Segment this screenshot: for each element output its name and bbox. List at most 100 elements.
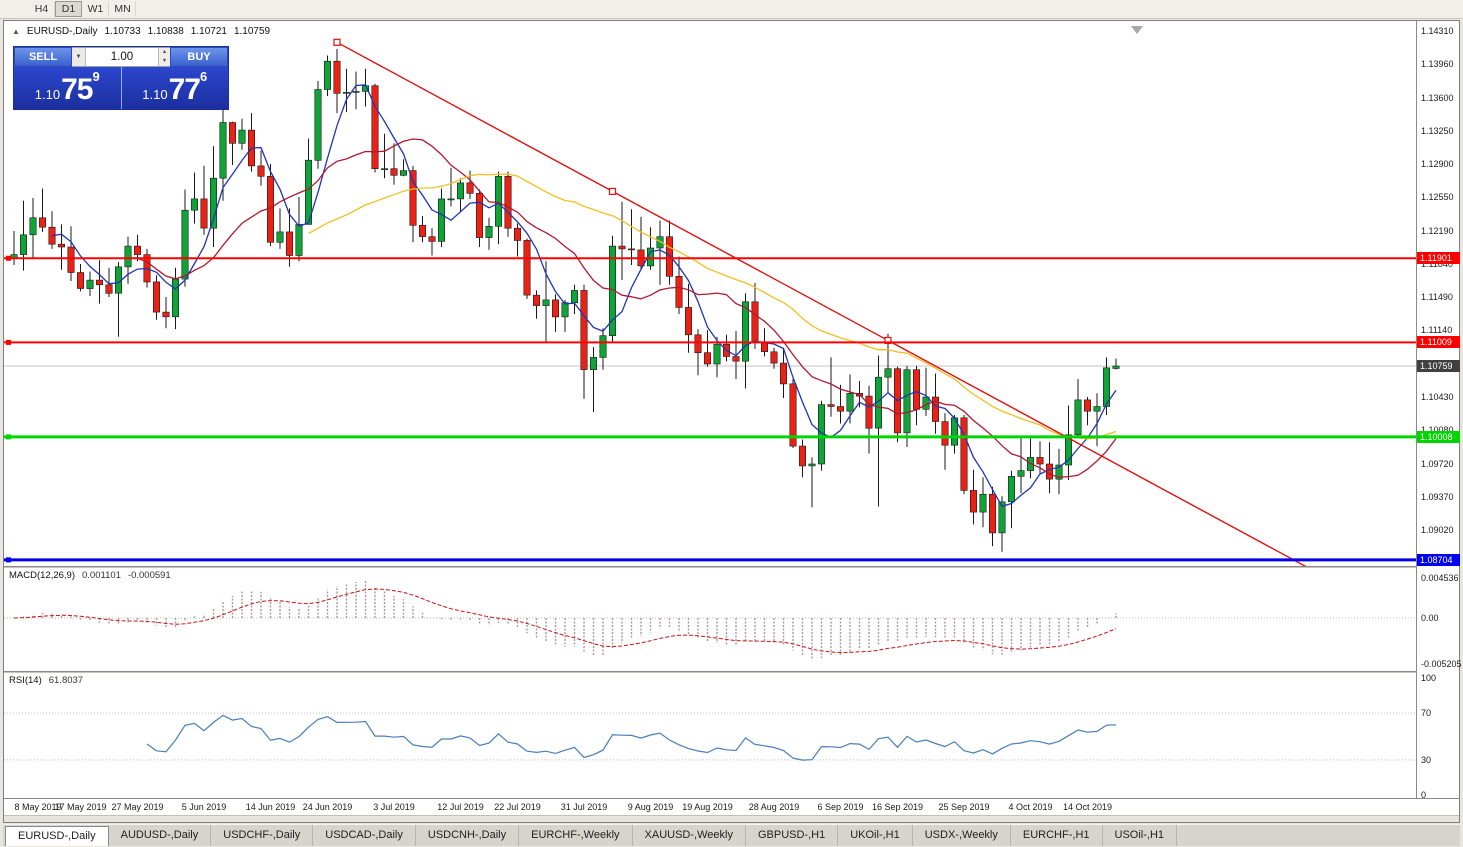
chart-tabs-bar: EURUSD-,Daily AUDUSD-,Daily USDCHF-,Daily U… bbox=[3, 824, 1460, 846]
rsi-axis-label: 30 bbox=[1421, 754, 1432, 765]
chart-tab-usdcnh-daily[interactable]: USDCNH-,Daily bbox=[416, 825, 520, 846]
buy-price-display[interactable]: 1.10 77 6 bbox=[122, 67, 229, 109]
rsi-line bbox=[146, 714, 1117, 761]
ohlc-high: 1.10838 bbox=[147, 26, 184, 37]
ma-mid-line bbox=[128, 138, 1117, 479]
macd-indicator-chart[interactable] bbox=[4, 568, 1416, 671]
macd-axis-label: 0.00 bbox=[1421, 613, 1439, 623]
chart-tab-xauusd-weekly[interactable]: XAUUSD-,Weekly bbox=[633, 825, 746, 846]
price-line-label: 1.11901 bbox=[1417, 252, 1460, 265]
sell-price-point: 9 bbox=[92, 69, 100, 84]
macd-name: MACD(12,26,9) bbox=[9, 570, 75, 581]
time-axis-label: 5 Jun 2019 bbox=[181, 802, 227, 812]
panel-splitter[interactable] bbox=[4, 566, 1459, 568]
time-axis-label: 19 Aug 2019 bbox=[682, 802, 733, 812]
rsi-axis-label: 70 bbox=[1421, 708, 1432, 719]
price-line-label: 1.10008 bbox=[1417, 430, 1460, 443]
current-price-label: 1.10759 bbox=[1417, 360, 1460, 372]
chart-tab-eurchf-weekly[interactable]: EURCHF-,Weekly bbox=[519, 825, 633, 846]
chart-tab-usdchf-daily[interactable]: USDCHF-,Daily bbox=[211, 825, 314, 846]
price-axis-label: 1.12900 bbox=[1421, 159, 1454, 170]
buy-price-figure: 1.10 bbox=[142, 87, 168, 102]
ohlc-low: 1.10721 bbox=[190, 26, 227, 37]
price-axis[interactable]: 1.14310 1.13960 1.13600 1.13250 1.12900 1.125… bbox=[1416, 21, 1462, 800]
price-axis-label: 1.09720 bbox=[1421, 459, 1454, 470]
trendline bbox=[336, 41, 1307, 566]
time-axis[interactable]: 8 May 2019 17 May 2019 27 May 2019 5 Jun 20… bbox=[4, 798, 1459, 815]
rsi-name: RSI(14) bbox=[9, 675, 42, 686]
buy-button[interactable]: BUY bbox=[170, 47, 228, 67]
timeframe-h4-button[interactable]: H4 bbox=[28, 1, 55, 17]
chart-scroll-strip[interactable] bbox=[4, 815, 1459, 822]
one-click-toggle-icon[interactable]: ▲ bbox=[12, 27, 20, 36]
time-axis-label: 4 Oct 2019 bbox=[1008, 802, 1053, 812]
sell-price-display[interactable]: 1.10 75 9 bbox=[14, 67, 122, 109]
chart-tab-audusd-daily[interactable]: AUDUSD-,Daily bbox=[109, 825, 212, 846]
macd-axis-label: -0.005205 bbox=[1421, 659, 1462, 669]
volume-spinner[interactable]: ▲ ▼ bbox=[158, 48, 170, 66]
trendline-handle bbox=[884, 336, 892, 345]
candles bbox=[10, 48, 1120, 552]
price-chart[interactable] bbox=[4, 21, 1416, 566]
time-axis-label: 14 Jun 2019 bbox=[245, 802, 296, 812]
volume-dropdown-icon[interactable]: ▼ bbox=[72, 48, 86, 66]
chart-tab-usdx-weekly[interactable]: USDX-,Weekly bbox=[913, 825, 1011, 846]
rsi-indicator-chart[interactable] bbox=[4, 673, 1416, 798]
price-axis-label: 1.09020 bbox=[1421, 525, 1454, 536]
time-axis-label: 24 Jun 2019 bbox=[302, 802, 353, 812]
chart-tab-usoil-h1[interactable]: USOil-,H1 bbox=[1103, 825, 1178, 846]
macd-header: MACD(12,26,9) 0.001101 -0.000591 bbox=[9, 570, 171, 581]
ohlc-close: 1.10759 bbox=[233, 26, 271, 37]
line-handle bbox=[6, 557, 11, 563]
ma-slow-line bbox=[308, 173, 1117, 440]
time-axis-label: 31 Jul 2019 bbox=[560, 802, 608, 812]
spin-down-icon[interactable]: ▼ bbox=[159, 57, 170, 66]
price-line-label: 1.08704 bbox=[1417, 553, 1460, 566]
price-axis-label: 1.11140 bbox=[1421, 325, 1453, 336]
price-axis-label: 1.10430 bbox=[1421, 392, 1454, 403]
chart-tab-eurusd-daily[interactable]: EURUSD-,Daily bbox=[5, 826, 109, 846]
time-axis-label: 3 Jul 2019 bbox=[373, 802, 415, 812]
price-axis-label: 1.13960 bbox=[1421, 59, 1454, 70]
chart-window: 8 May 2019 17 May 2019 27 May 2019 5 Jun 20… bbox=[3, 20, 1462, 823]
line-handle bbox=[6, 339, 11, 345]
time-axis-label: 9 Aug 2019 bbox=[627, 802, 674, 812]
chart-tab-eurchf-h1[interactable]: EURCHF-,H1 bbox=[1011, 825, 1103, 846]
price-axis-label: 1.12550 bbox=[1421, 192, 1454, 203]
time-axis-label: 28 Aug 2019 bbox=[748, 802, 800, 812]
ohlc-open: 1.10733 bbox=[104, 26, 141, 37]
price-line-label: 1.11009 bbox=[1417, 336, 1460, 349]
chart-tab-usdcad-daily[interactable]: USDCAD-,Daily bbox=[313, 825, 416, 846]
line-handle bbox=[6, 434, 11, 440]
price-axis-label: 1.14310 bbox=[1421, 26, 1454, 36]
chart-title: EURUSD-,Daily bbox=[26, 26, 98, 37]
macd-axis-label: 0.004536 bbox=[1421, 573, 1459, 583]
price-axis-label: 1.12190 bbox=[1421, 226, 1454, 236]
trendline-handle bbox=[608, 187, 617, 195]
sell-price-figure: 1.10 bbox=[34, 87, 61, 102]
panel-splitter[interactable] bbox=[4, 671, 1459, 673]
time-axis-label: 25 Sep 2019 bbox=[938, 802, 990, 812]
macd-main-value: 0.001101 bbox=[82, 570, 121, 581]
buy-price-pips: 77 bbox=[168, 73, 201, 106]
rsi-axis-label: 0 bbox=[1421, 790, 1427, 800]
price-axis-label: 1.09370 bbox=[1421, 492, 1454, 503]
line-handle bbox=[6, 255, 11, 261]
chart-tab-ukoil-h1[interactable]: UKOil-,H1 bbox=[838, 825, 913, 846]
price-axis-label: 1.10080 bbox=[1421, 425, 1454, 435]
chart-tab-gbpusd-h1[interactable]: GBPUSD-,H1 bbox=[746, 825, 839, 846]
price-axis-label: 1.13250 bbox=[1421, 126, 1454, 136]
buy-price-point: 6 bbox=[199, 69, 208, 84]
volume-value: 1.00 bbox=[110, 51, 134, 63]
timeframe-mn-button[interactable]: MN bbox=[109, 1, 136, 17]
volume-field[interactable]: ▼ 1.00 ▲ ▼ bbox=[72, 47, 170, 67]
time-axis-label: 8 May 2019 bbox=[14, 802, 62, 812]
sell-price-pips: 75 bbox=[61, 73, 93, 106]
spin-up-icon[interactable]: ▲ bbox=[159, 48, 170, 57]
time-axis-label: 14 Oct 2019 bbox=[1062, 802, 1113, 812]
time-axis-label: 22 Jul 2019 bbox=[494, 802, 541, 812]
sell-button[interactable]: SELL bbox=[14, 47, 72, 67]
timeframe-w1-button[interactable]: W1 bbox=[82, 1, 109, 17]
timeframe-d1-button[interactable]: D1 bbox=[55, 1, 82, 17]
chart-header: ▲ EURUSD-,Daily 1.10733 1.10838 1.10721 … bbox=[12, 26, 270, 37]
